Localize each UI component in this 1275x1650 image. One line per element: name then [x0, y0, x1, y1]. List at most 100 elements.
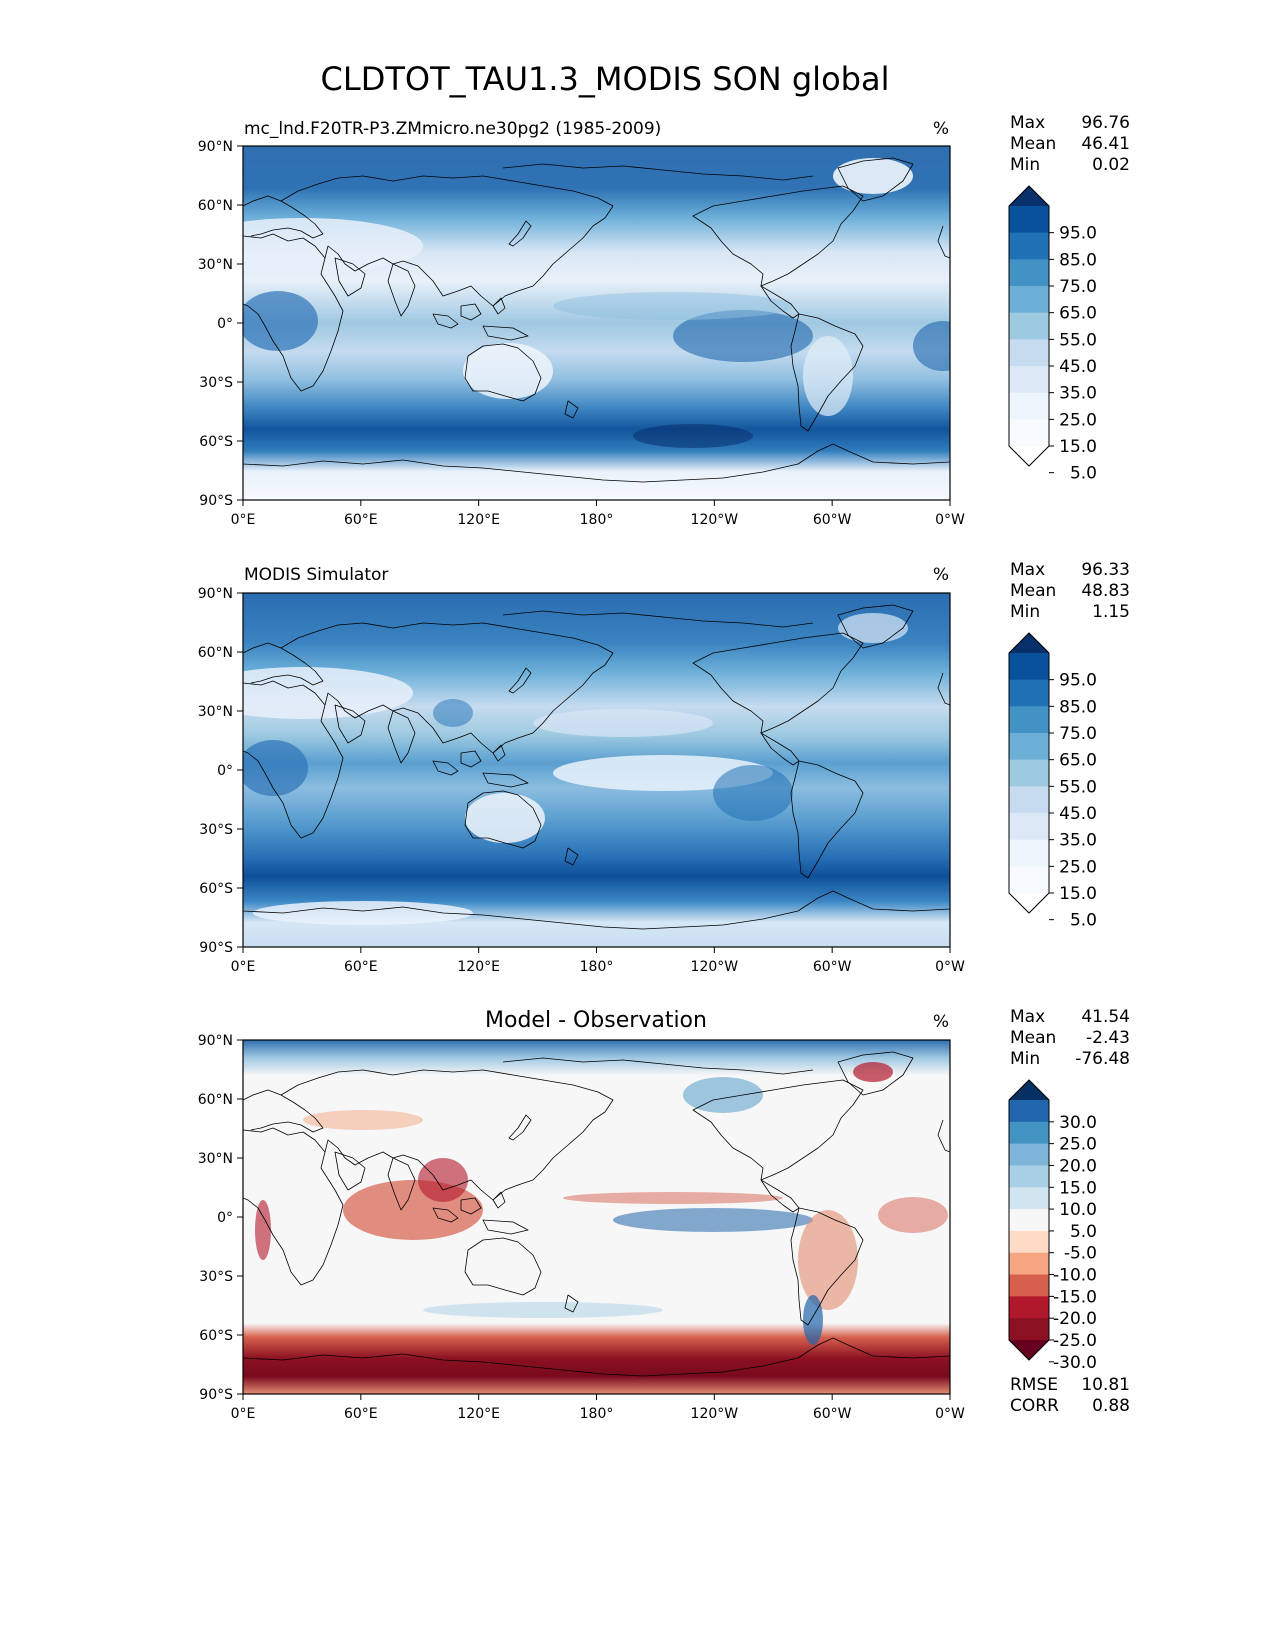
- colorbar-segment: [1009, 1209, 1049, 1232]
- colorbar-tick-label: 95.0: [1059, 671, 1097, 691]
- lon-tick-label: 120°W: [691, 512, 739, 528]
- colorbar-segment: [1009, 1187, 1049, 1210]
- colorbar-segment: [1009, 733, 1049, 761]
- colorbar-tick-label: 5.0: [1070, 1222, 1097, 1242]
- lat-tick-label: 0°: [217, 1210, 233, 1226]
- colorbar-extend-top: [1009, 186, 1049, 206]
- panel-model-left-title: mc_lnd.F20TR-P3.ZMmicro.ne30pg2 (1985-20…: [244, 119, 661, 139]
- colorbar-segment: [1009, 1165, 1049, 1188]
- colorbar-segment: [1009, 679, 1049, 707]
- colorbar-tick-label: -30.0: [1053, 1353, 1097, 1373]
- colorbar-segment: [1009, 866, 1049, 894]
- stat-label: Mean: [1010, 581, 1056, 601]
- panel-obs-left-title: MODIS Simulator: [244, 565, 388, 585]
- panel-obs: MODIS Simulator %: [242, 565, 951, 948]
- stat-value: -76.48: [1075, 1049, 1130, 1069]
- stat-label: Min: [1010, 1049, 1040, 1069]
- lon-tick-label: 60°W: [813, 512, 852, 528]
- lon-tick-label: 0°W: [935, 512, 965, 528]
- stat-label: Min: [1010, 155, 1040, 175]
- stat-value: 0.88: [1092, 1396, 1130, 1416]
- colorbar-extend-top: [1009, 633, 1049, 653]
- lon-tick-label: 0°E: [231, 959, 256, 975]
- colorbar-diff: 30.025.020.015.010.05.0-5.0-10.0-15.0-20…: [1008, 1079, 1097, 1373]
- lat-tick-label: 60°N: [198, 198, 233, 214]
- lat-tick-label: 30°S: [199, 822, 233, 838]
- lat-tick-label: 90°S: [199, 1387, 233, 1403]
- colorbar-segment: [1009, 706, 1049, 734]
- stat-label: Max: [1010, 113, 1045, 133]
- colorbar-segment: [1009, 339, 1049, 367]
- colorbar-tick-label: 85.0: [1059, 250, 1097, 270]
- colorbar-segment: [1009, 366, 1049, 394]
- colorbar-segment: [1009, 232, 1049, 260]
- lat-tick-label: 90°S: [199, 493, 233, 509]
- colorbar-segment: [1009, 759, 1049, 787]
- lon-tick-label: 120°W: [691, 1406, 739, 1422]
- lat-tick-label: 60°S: [199, 1328, 233, 1344]
- panel-model: mc_lnd.F20TR-P3.ZMmicro.ne30pg2 (1985-20…: [242, 119, 951, 501]
- lat-tick-label: 90°N: [198, 1033, 233, 1049]
- colorbar-segment: [1009, 653, 1049, 681]
- colorbar-segment: [1009, 1121, 1049, 1145]
- lon-tick-label: 120°W: [691, 959, 739, 975]
- colorbar-tick-label: 45.0: [1059, 357, 1097, 377]
- map-obs: [242, 592, 951, 948]
- lat-tick-label: 30°N: [198, 257, 233, 273]
- stat-label: Max: [1010, 560, 1045, 580]
- lat-tick-label: 0°: [217, 763, 233, 779]
- colorbar-tick-label: -25.0: [1053, 1331, 1097, 1351]
- colorbar-model: 95.0 85.0 75.0 65.0 55.0 45.0 35.0 25.0 15.0 5.0: [1008, 185, 1097, 484]
- lon-tick-label: 120°E: [457, 1406, 500, 1422]
- stat-label: Min: [1010, 602, 1040, 622]
- colorbar-extend-bottom: [1009, 446, 1049, 466]
- panel-diff-center-title: Model - Observation: [485, 1008, 707, 1033]
- colorbar-tick-label: 5.0: [1070, 464, 1097, 484]
- stat-label: Mean: [1010, 1028, 1056, 1048]
- map-diff: [242, 1039, 951, 1395]
- colorbar-tick-label: 55.0: [1059, 330, 1097, 350]
- lat-tick-label: 60°S: [199, 434, 233, 450]
- stat-value: 1.15: [1092, 602, 1130, 622]
- colorbar-tick-label: 75.0: [1059, 724, 1097, 744]
- colorbar-tick-label: 55.0: [1059, 777, 1097, 797]
- colorbar-extend-bottom: [1009, 1340, 1049, 1360]
- map-model: [242, 145, 951, 501]
- colorbar-tick-label: 35.0: [1059, 831, 1097, 851]
- lon-tick-label: 60°E: [344, 512, 378, 528]
- colorbar-tick-label: 15.0: [1059, 884, 1097, 904]
- colorbar-tick-label: -15.0: [1053, 1287, 1097, 1307]
- lon-tick-label: 60°W: [813, 1406, 852, 1422]
- lon-tick-label: 60°E: [344, 1406, 378, 1422]
- stat-label: CORR: [1010, 1396, 1059, 1416]
- lat-tick-label: 30°S: [199, 1269, 233, 1285]
- lat-tick-label: 90°N: [198, 586, 233, 602]
- stat-value: 46.41: [1081, 134, 1130, 154]
- lon-tick-label: 0°E: [231, 1406, 256, 1422]
- colorbar-segment: [1009, 839, 1049, 867]
- lon-tick-label: 0°W: [935, 1406, 965, 1422]
- colorbar-segment: [1009, 392, 1049, 420]
- colorbar-tick-label: 25.0: [1059, 1135, 1097, 1155]
- panel-obs-units: %: [933, 565, 949, 585]
- colorbar-segment: [1009, 1296, 1049, 1319]
- lon-tick-label: 180°: [580, 1406, 614, 1422]
- colorbar-tick-label: 95.0: [1059, 224, 1097, 244]
- colorbar-tick-label: 25.0: [1059, 410, 1097, 430]
- lon-tick-label: 60°W: [813, 959, 852, 975]
- figure-title: CLDTOT_TAU1.3_MODIS SON global: [321, 60, 890, 98]
- colorbar-obs: 95.0 85.0 75.0 65.0 55.0 45.0 35.0 25.0 15.0 5.0: [1008, 632, 1097, 931]
- colorbar-tick-label: 5.0: [1070, 911, 1097, 931]
- colorbar-segment: [1009, 786, 1049, 814]
- colorbar-tick-label: 85.0: [1059, 697, 1097, 717]
- colorbar-segment: [1009, 1100, 1049, 1123]
- colorbar-segment: [1009, 1143, 1049, 1166]
- colorbar-tick-label: 65.0: [1059, 751, 1097, 771]
- stat-label: Max: [1010, 1007, 1045, 1027]
- stat-value: 48.83: [1081, 581, 1130, 601]
- lat-tick-label: 30°N: [198, 704, 233, 720]
- lat-tick-label: 0°: [217, 316, 233, 332]
- lon-tick-label: 180°: [580, 512, 614, 528]
- colorbar-tick-label: 35.0: [1059, 384, 1097, 404]
- colorbar-segment: [1009, 1230, 1049, 1254]
